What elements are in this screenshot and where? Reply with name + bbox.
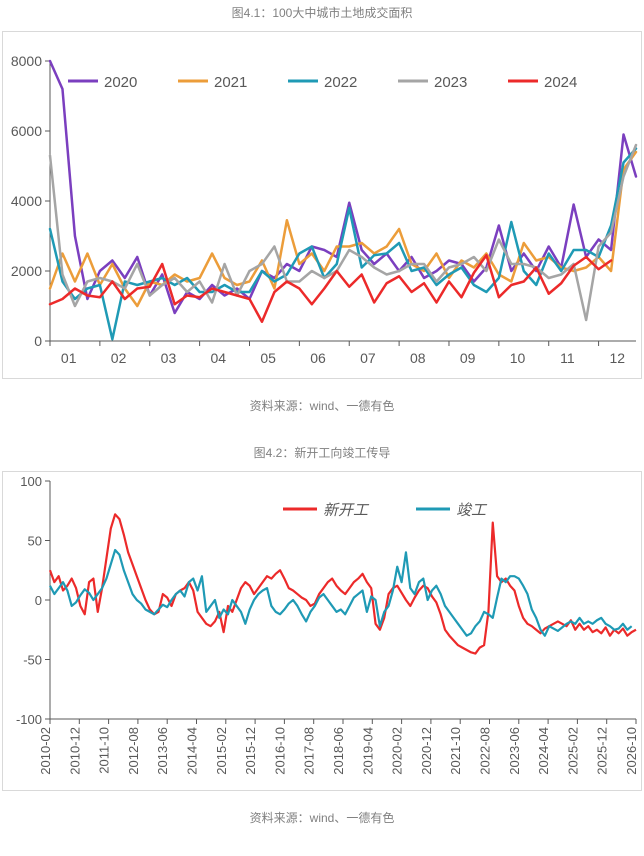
svg-text:-100: -100 — [16, 712, 42, 727]
svg-text:05: 05 — [260, 350, 276, 366]
svg-text:2015-02: 2015-02 — [214, 727, 229, 775]
svg-text:2011-10: 2011-10 — [97, 727, 112, 774]
svg-text:2010-12: 2010-12 — [67, 727, 82, 775]
svg-text:2015-12: 2015-12 — [243, 727, 258, 775]
svg-text:2013-06: 2013-06 — [155, 727, 170, 775]
svg-text:0: 0 — [34, 333, 42, 349]
svg-text:2017-08: 2017-08 — [302, 727, 317, 775]
svg-text:2020-12: 2020-12 — [419, 727, 434, 775]
chart1-legend-label-2023: 2023 — [434, 74, 467, 91]
svg-text:2021-10: 2021-10 — [448, 727, 463, 775]
chart1-legend-label-2020: 2020 — [104, 74, 137, 91]
svg-text:-50: -50 — [23, 653, 42, 668]
svg-text:06: 06 — [310, 350, 326, 366]
chart2-legend-label-竣工: 竣工 — [456, 502, 488, 519]
svg-text:50: 50 — [28, 534, 42, 549]
svg-text:07: 07 — [360, 350, 376, 366]
svg-text:2020-02: 2020-02 — [390, 727, 405, 775]
svg-text:4000: 4000 — [11, 193, 42, 209]
chart1-legend-label-2022: 2022 — [324, 74, 357, 91]
svg-text:0: 0 — [35, 593, 42, 608]
svg-text:2000: 2000 — [11, 263, 42, 279]
svg-text:09: 09 — [460, 350, 476, 366]
svg-text:08: 08 — [410, 350, 426, 366]
svg-text:2016-10: 2016-10 — [272, 727, 287, 775]
chart1-svg: 0 2000 4000 6000 8000 01 02 03 04 05 06 07 08 09 10 11 1… — [2, 31, 642, 379]
chart2-source: 资料来源：wind、一德有色 — [0, 809, 644, 826]
svg-text:04: 04 — [211, 350, 227, 366]
svg-text:2010-02: 2010-02 — [38, 727, 53, 775]
svg-text:02: 02 — [111, 350, 127, 366]
chart2-svg: -100 -50 0 50 100 2010-02 2010-12 2011-10 2012-0… — [2, 471, 642, 791]
svg-text:11: 11 — [560, 350, 575, 366]
chart1-legend-label-2024: 2024 — [544, 74, 577, 91]
chart2-legend-label-新开工: 新开工 — [323, 502, 370, 519]
svg-text:03: 03 — [161, 350, 177, 366]
svg-text:2025-12: 2025-12 — [595, 727, 610, 775]
svg-text:2022-08: 2022-08 — [478, 727, 493, 775]
svg-text:2018-06: 2018-06 — [331, 727, 346, 775]
chart1-legend-label-2021: 2021 — [214, 74, 247, 91]
svg-text:01: 01 — [61, 350, 77, 366]
svg-text:2014-04: 2014-04 — [185, 727, 200, 775]
svg-text:2026-10: 2026-10 — [624, 727, 639, 775]
svg-text:2024-04: 2024-04 — [536, 727, 551, 775]
svg-text:8000: 8000 — [11, 53, 42, 69]
chart2-container: -100 -50 0 50 100 2010-02 2010-12 2011-10 2012-0… — [2, 471, 642, 791]
svg-text:2019-04: 2019-04 — [360, 727, 375, 775]
svg-text:2012-08: 2012-08 — [126, 727, 141, 775]
svg-text:12: 12 — [610, 350, 626, 366]
chart1-title: 图4.1：100大中城市土地成交面积 — [0, 4, 644, 21]
svg-text:100: 100 — [20, 474, 42, 489]
svg-text:10: 10 — [510, 350, 526, 366]
svg-text:6000: 6000 — [11, 123, 42, 139]
chart1-container: 0 2000 4000 6000 8000 01 02 03 04 05 06 07 08 09 10 11 1… — [2, 31, 642, 379]
svg-text:2023-06: 2023-06 — [507, 727, 522, 775]
chart2-title: 图4.2：新开工向竣工传导 — [0, 444, 644, 461]
chart1-source: 资料来源：wind、一德有色 — [0, 397, 644, 414]
svg-text:2025-02: 2025-02 — [565, 727, 580, 775]
